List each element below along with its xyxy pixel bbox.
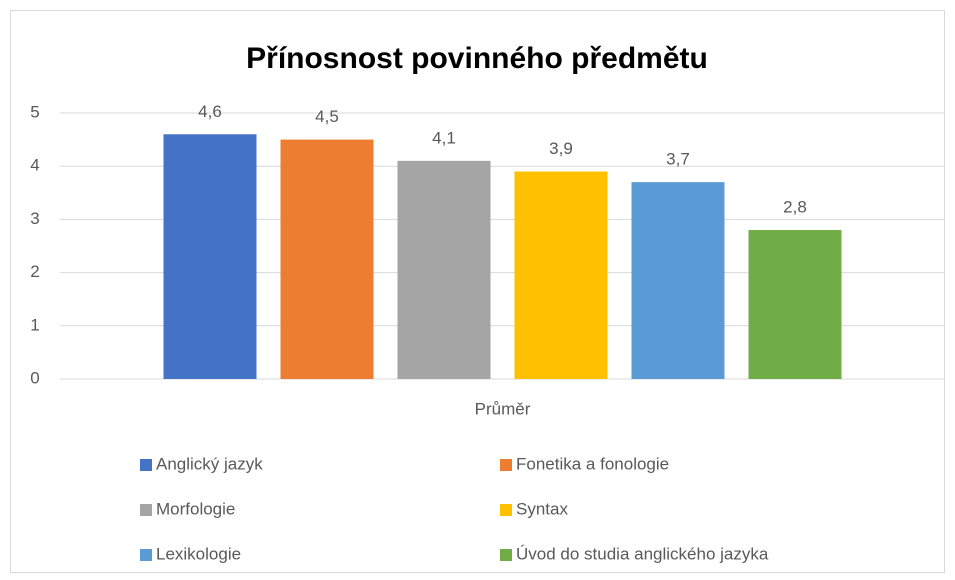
y-tick-label: 1 (30, 315, 39, 334)
bar (514, 171, 608, 379)
data-label: 4,6 (198, 102, 222, 121)
data-label: 3,9 (549, 139, 573, 158)
y-tick-label: 5 (30, 102, 39, 121)
legend-label: Úvod do studia anglického jazyka (516, 544, 769, 563)
y-tick-label: 3 (30, 209, 39, 228)
legend-swatch (140, 459, 152, 471)
x-tick-label: Průměr (475, 399, 531, 418)
legend-swatch (140, 549, 152, 561)
legend-label: Syntax (516, 499, 568, 518)
legend-label: Lexikologie (156, 544, 241, 563)
y-tick-label: 4 (30, 156, 39, 175)
legend-label: Anglický jazyk (156, 454, 263, 473)
legend-swatch (140, 504, 152, 516)
bar (631, 182, 725, 379)
legend-swatch (500, 459, 512, 471)
y-tick-label: 0 (30, 368, 39, 387)
data-label: 4,5 (315, 107, 339, 126)
legend-swatch (500, 549, 512, 561)
bar (163, 134, 257, 379)
y-tick-label: 2 (30, 262, 39, 281)
legend-label: Fonetika a fonologie (516, 454, 669, 473)
legend-swatch (500, 504, 512, 516)
data-label: 2,8 (783, 198, 807, 217)
bar (280, 139, 374, 379)
chart-title: Přínosnost povinného předmětu (246, 42, 708, 75)
bar (397, 160, 491, 379)
bar (748, 230, 842, 379)
data-label: 3,7 (666, 150, 690, 169)
data-label: 4,1 (432, 128, 456, 147)
legend-label: Morfologie (156, 499, 235, 518)
